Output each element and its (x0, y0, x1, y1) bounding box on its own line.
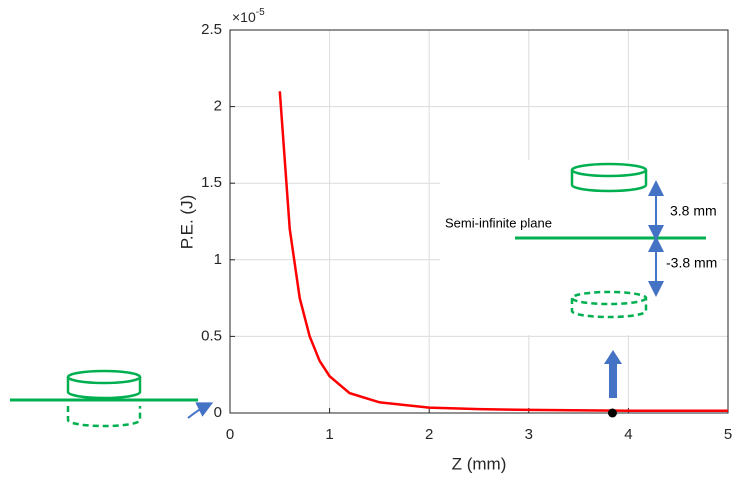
y-tick-label: 1.5 (201, 174, 222, 191)
arrow (187, 402, 214, 419)
x-tick-label: 4 (624, 426, 632, 443)
y-tick-label: 2 (214, 98, 222, 115)
y-tick-label: 0 (214, 404, 222, 421)
multiplier: ×10-5 (232, 7, 265, 25)
plot-frame (229, 29, 729, 414)
x-axis-label: Z (mm) (452, 454, 507, 473)
point (607, 408, 617, 418)
up-arrow (604, 350, 622, 398)
x-tick-label: 3 (525, 426, 533, 443)
inset-diagram (515, 162, 706, 319)
y-axis-label: P.E. (J) (177, 195, 196, 249)
x-tick-label: 2 (425, 426, 433, 443)
x-tick-label: 5 (724, 426, 732, 443)
annotation: 3.8 mm (670, 203, 717, 219)
annotation: -3.8 mm (666, 255, 717, 271)
x-tick-label: 1 (325, 426, 333, 443)
y-tick-label: 0.5 (201, 327, 222, 344)
origin-diagram (10, 369, 198, 428)
x-tick-label: 0 (226, 426, 234, 443)
y-tick-label: 2.5 (201, 21, 222, 38)
y-tick-label: 1 (214, 251, 222, 268)
annotation: Semi-infinite plane (445, 215, 552, 230)
line (278, 91, 728, 412)
